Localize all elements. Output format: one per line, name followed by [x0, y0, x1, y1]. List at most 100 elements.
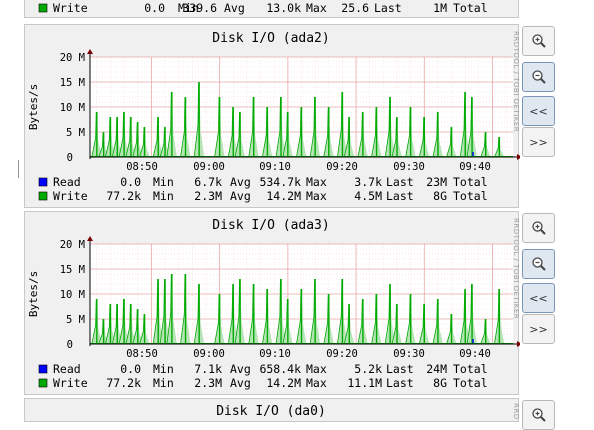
x-tick-label: 09:20 — [326, 348, 358, 360]
write-slope — [282, 111, 288, 158]
legend-max-word: Max — [306, 362, 327, 376]
write-slope — [261, 106, 268, 158]
forward-button[interactable]: >> — [522, 127, 555, 157]
zoom-in-button[interactable] — [522, 213, 555, 243]
legend-total-word: Total — [453, 189, 488, 203]
write-slope — [337, 91, 343, 158]
zoom-in-button[interactable] — [522, 26, 555, 56]
legend-avg-word: Avg — [230, 376, 251, 390]
write-slope — [111, 303, 118, 345]
legend-write-avg: 14.2M — [266, 376, 301, 390]
rrdtool-credit: RRD — [512, 403, 520, 420]
write-slope — [105, 116, 111, 158]
back-button[interactable]: << — [522, 283, 555, 313]
write-slope — [466, 96, 472, 158]
write-swatch — [38, 191, 48, 201]
write-slope — [193, 81, 199, 158]
legend-total-word: Total — [453, 376, 488, 390]
y-tick-label: 5 M — [66, 127, 85, 139]
legend-min-word: Min — [153, 175, 174, 189]
y-tick-label: 20 M — [60, 239, 85, 251]
zoom-out-icon — [531, 70, 546, 84]
zoom-in-button[interactable] — [522, 400, 555, 430]
x-tick-label: 09:30 — [393, 348, 425, 360]
rrdtool-credit: RRDTOOL / TOBI OETIKER — [512, 31, 520, 133]
legend-min-word: Min — [178, 1, 199, 15]
write-slope — [282, 298, 288, 345]
legend-last-word: Last — [386, 175, 414, 189]
write-slope — [91, 298, 97, 345]
write-slope — [323, 293, 329, 345]
x-tick-label: 08:50 — [126, 348, 158, 360]
write-slope — [480, 131, 486, 158]
y-tick-label: 15 M — [60, 77, 85, 89]
x-axis-arrow — [517, 154, 520, 160]
legend-last-word: Last — [374, 1, 402, 15]
write-slope — [159, 126, 165, 158]
prev-legend-svg: Write 0.0 Min 339.6 Avg 13.0k Max 25.6 L… — [38, 1, 488, 15]
x-tick-label: 09:30 — [393, 161, 425, 173]
legend-write-avg: 14.2M — [266, 189, 301, 203]
write-slope — [337, 278, 343, 345]
write-swatch — [38, 3, 48, 13]
write-slope — [493, 288, 500, 345]
legend-last-word: Last — [386, 189, 414, 203]
write-slope — [91, 111, 97, 158]
legend-write-max: 11.1M — [347, 376, 382, 390]
legend-write-min: 339.6 — [182, 1, 217, 15]
write-slope — [152, 278, 159, 345]
write-slope — [275, 96, 281, 158]
legend-min-word: Min — [153, 189, 174, 203]
legend-read-label: Read — [53, 175, 81, 189]
graph-panel-prev: Write 0.0 Min 339.6 Avg 13.0k Max 25.6 L… — [24, 0, 519, 18]
legend-read-cur: 0.0 — [120, 362, 141, 376]
legend-write-label: Write — [53, 1, 88, 15]
y-axis-arrow — [87, 236, 93, 241]
legend-total-word: Total — [453, 175, 488, 189]
y-tick-label: 0 — [67, 152, 73, 164]
legend-write-cur: 77.2k — [106, 376, 141, 390]
write-slope — [118, 111, 124, 158]
legend-read-last: 23M — [426, 175, 447, 189]
write-slope — [466, 283, 472, 345]
legend-min-word: Min — [153, 376, 174, 390]
write-slope — [132, 308, 138, 345]
plot-area — [87, 236, 520, 347]
write-slope — [371, 106, 377, 158]
write-slope — [234, 111, 240, 158]
zoom-out-button[interactable] — [522, 249, 555, 279]
forward-button[interactable]: >> — [522, 314, 555, 344]
write-slope — [214, 96, 220, 158]
legend-read-min: 7.1k — [194, 362, 222, 376]
write-slope — [139, 126, 145, 158]
graph-panel-ada3: Disk I/O (ada3) Bytes/s 20 M 15 M 10 M 5… — [24, 211, 520, 395]
write-slope — [446, 313, 452, 345]
write-slope — [275, 278, 281, 345]
write-slope — [98, 318, 104, 345]
write-slope — [296, 106, 302, 158]
legend-write-last: 1M — [433, 1, 447, 15]
write-slope — [227, 106, 234, 158]
legend-read-max: 3.7k — [354, 175, 382, 189]
zoom-in-icon — [531, 34, 546, 48]
write-slope — [214, 293, 220, 345]
write-slope — [125, 116, 131, 158]
x-tick-label: 08:50 — [126, 161, 158, 173]
zoom-in-icon — [531, 221, 546, 235]
legend-write-label: Write — [53, 189, 88, 203]
zoom-out-button[interactable] — [522, 62, 555, 92]
legend-max-word: Max — [306, 376, 327, 390]
legend-read-cur: 0.0 — [120, 175, 141, 189]
write-slope — [357, 298, 363, 345]
x-tick-label: 09:00 — [193, 348, 225, 360]
write-slope — [180, 96, 186, 158]
write-slope — [391, 303, 397, 345]
x-tick-label: 09:00 — [193, 161, 225, 173]
x-tick-label: 09:40 — [459, 348, 491, 360]
back-button[interactable]: << — [522, 96, 555, 126]
splitter-handle[interactable] — [18, 160, 19, 178]
legend-read-avg: 534.7k — [259, 175, 301, 189]
write-slope — [193, 283, 199, 345]
disk-io-ada3-chart: Disk I/O (ada3) Bytes/s 20 M 15 M 10 M 5… — [27, 218, 520, 390]
x-axis-arrow — [517, 341, 520, 347]
